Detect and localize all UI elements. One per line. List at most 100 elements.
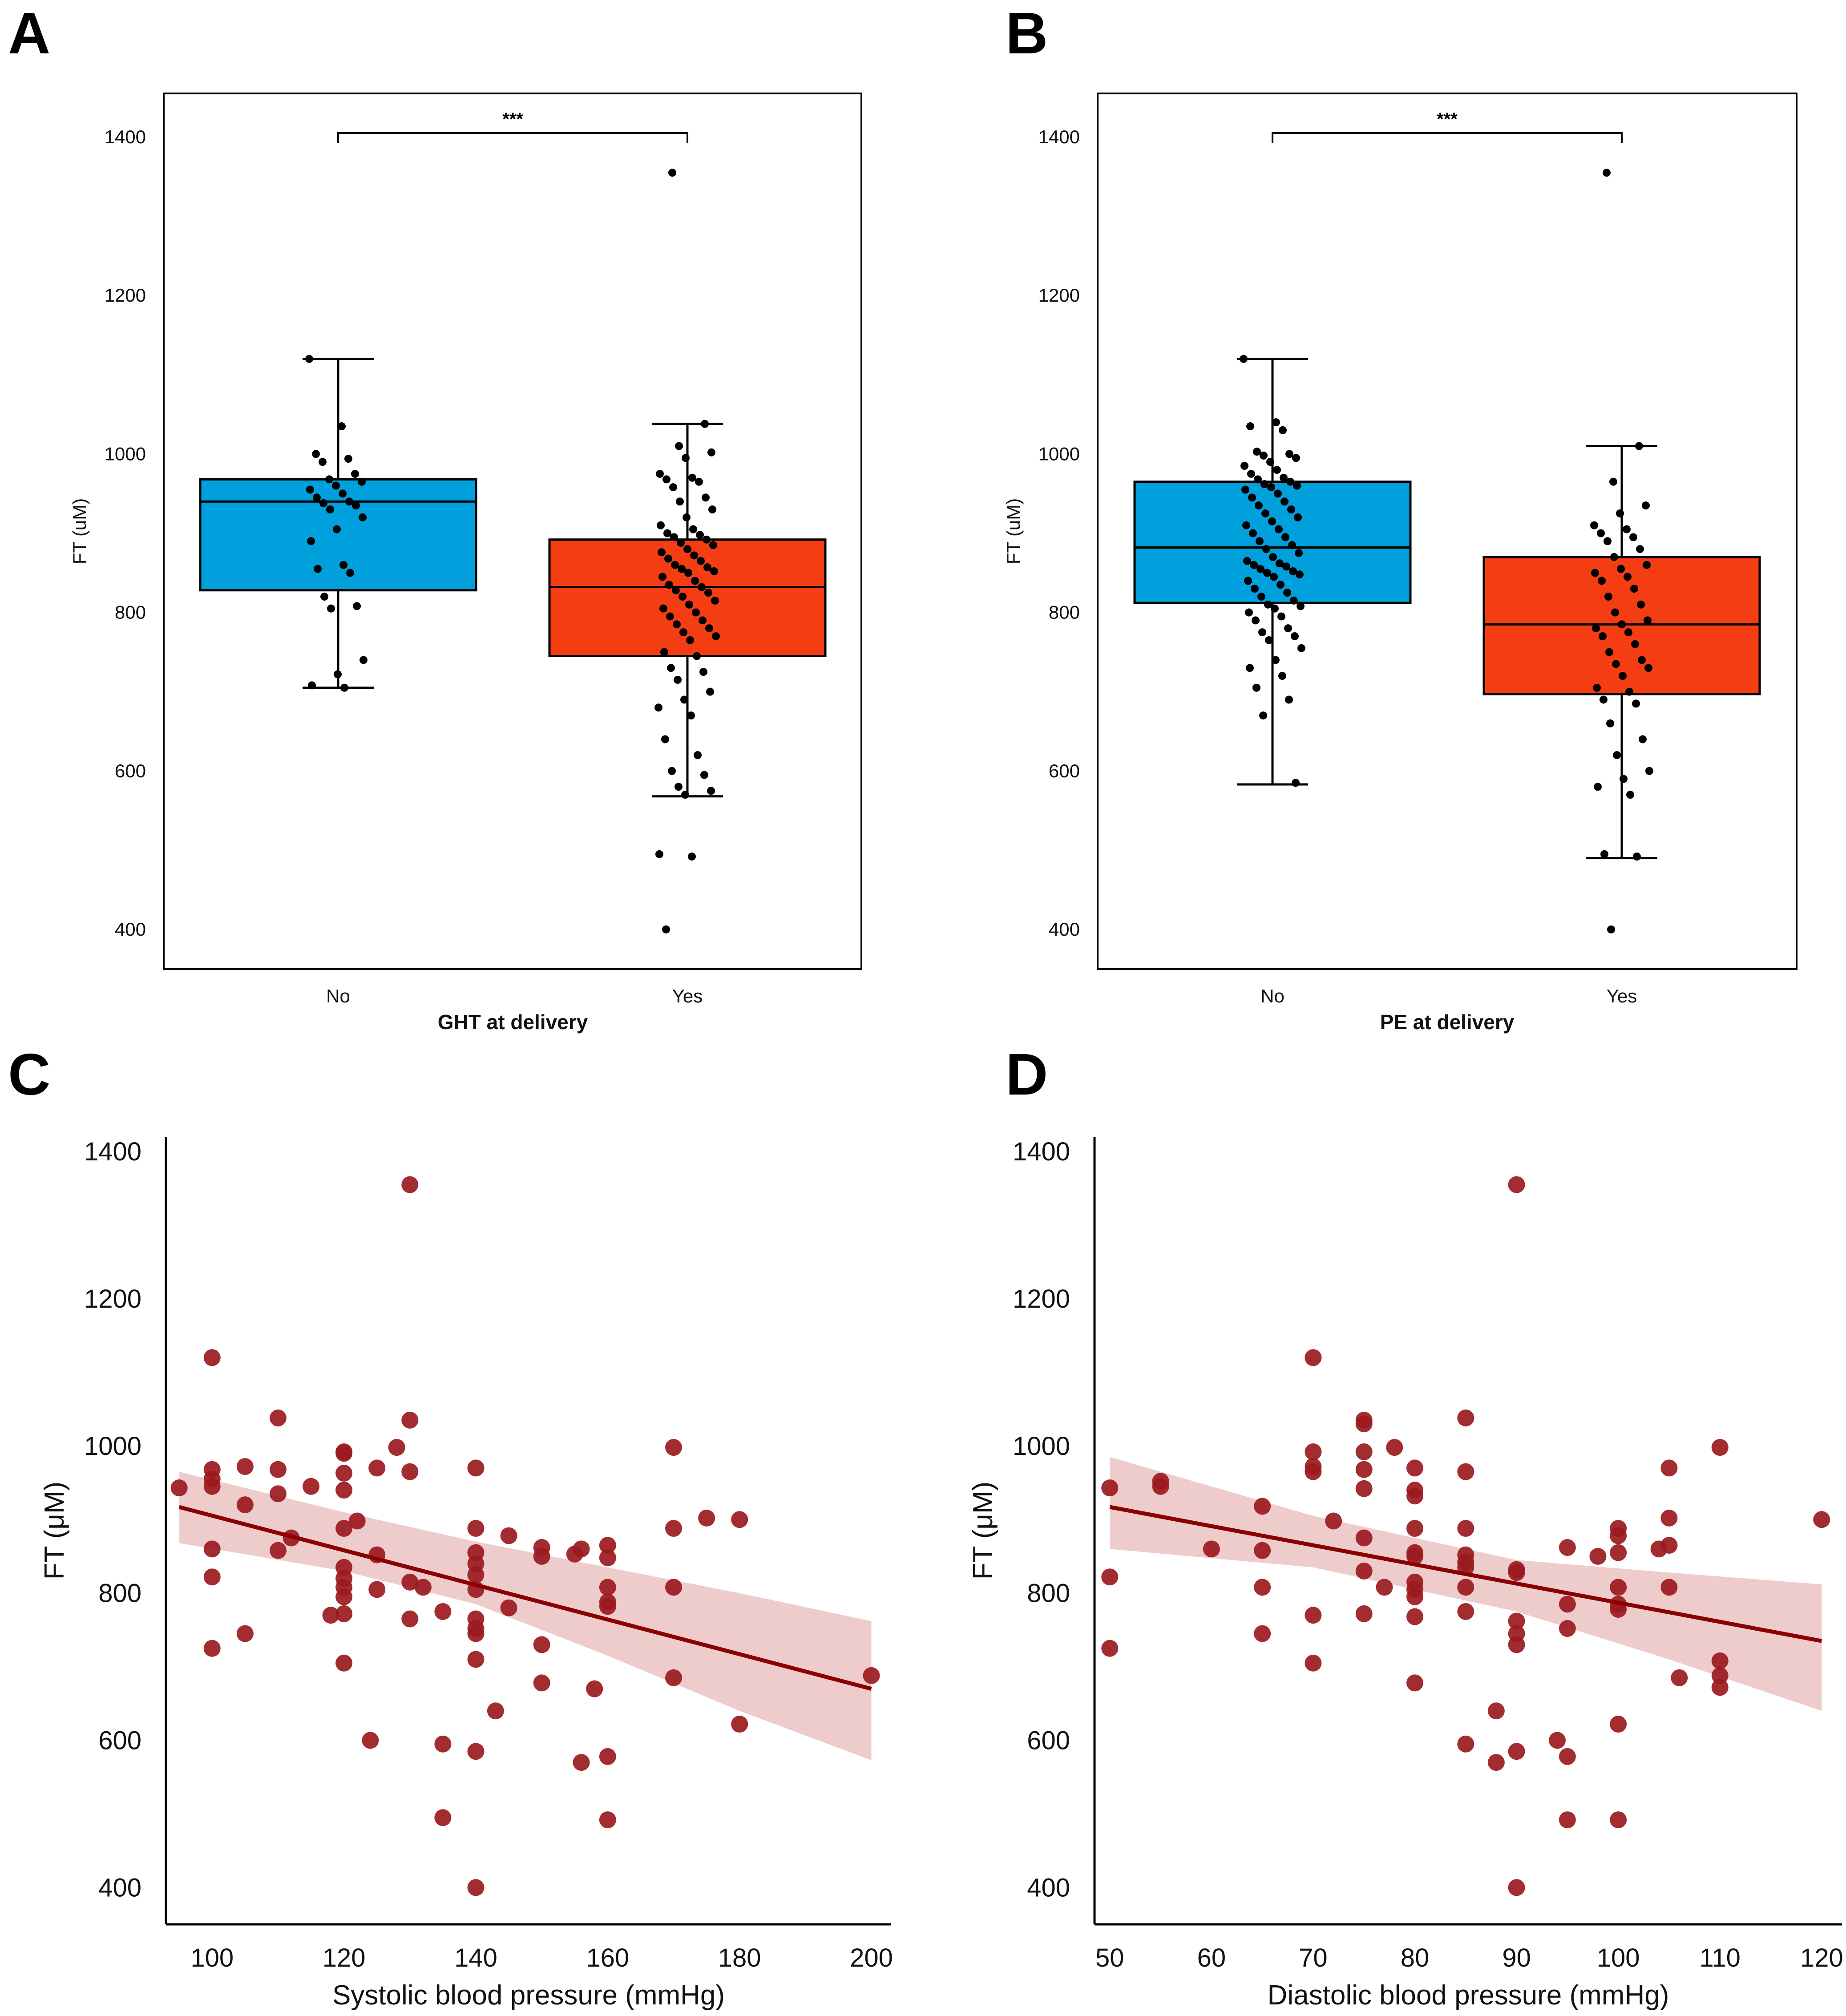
data-point: [1406, 1608, 1423, 1625]
data-point: [1263, 569, 1271, 577]
data-point: [672, 586, 680, 594]
data-point: [702, 493, 710, 502]
data-point: [700, 771, 708, 779]
data-point: [1633, 852, 1641, 861]
y-tick-label: 1200: [84, 1285, 141, 1313]
data-point: [671, 561, 679, 569]
data-point: [698, 1509, 715, 1527]
data-point: [704, 589, 712, 597]
significance-bracket: [337, 132, 688, 143]
data-point: [1260, 480, 1268, 489]
data-point: [703, 563, 711, 572]
data-point: [669, 483, 677, 492]
data-point: [712, 632, 720, 640]
data-point: [401, 1610, 419, 1628]
x-tick-label: 180: [718, 1943, 761, 1972]
data-point: [1270, 573, 1278, 581]
data-point: [1597, 529, 1605, 537]
data-point: [1355, 1461, 1373, 1478]
data-point: [338, 422, 346, 431]
data-point: [1457, 1735, 1474, 1753]
y-tick-label: 1400: [84, 1137, 141, 1166]
x-axis-label-d: Diastolic blood pressure (mmHg): [1268, 1980, 1669, 2011]
data-point: [1660, 1459, 1678, 1477]
data-point: [335, 1654, 353, 1672]
data-point: [1296, 570, 1304, 579]
data-point: [1280, 473, 1288, 482]
data-point: [701, 420, 709, 428]
data-point: [662, 475, 671, 484]
x-tick-label: 50: [1095, 1943, 1124, 1972]
data-point: [1660, 1579, 1678, 1596]
data-point: [332, 481, 340, 490]
data-point: [1241, 485, 1249, 494]
data-point: [1297, 644, 1305, 652]
data-point: [1559, 1811, 1576, 1829]
data-point: [692, 608, 700, 617]
data-point: [1244, 577, 1252, 585]
data-point: [665, 1669, 682, 1686]
data-point: [1240, 462, 1248, 470]
data-point: [1605, 648, 1613, 656]
x-tick-label: 120: [1800, 1943, 1843, 1972]
data-point: [1260, 451, 1268, 460]
data-point: [694, 751, 702, 760]
data-point: [1246, 664, 1254, 672]
data-point: [368, 1581, 386, 1598]
y-tick-label: 1400: [1013, 1137, 1070, 1166]
data-point: [467, 1651, 485, 1668]
data-point: [1593, 683, 1601, 692]
data-point: [1644, 664, 1652, 672]
x-tick-label: 120: [323, 1943, 366, 1972]
x-tick-label: 100: [1597, 1943, 1640, 1972]
y-axis-label-a: FT (uM): [69, 498, 90, 565]
data-point: [698, 583, 706, 591]
significance-label-b: ***: [1437, 109, 1458, 129]
y-tick-label: 1000: [1038, 443, 1080, 464]
data-point: [533, 1674, 550, 1692]
y-tick-label: 1200: [1038, 285, 1080, 306]
data-point: [269, 1409, 287, 1426]
data-point: [1252, 616, 1260, 625]
data-point: [170, 1479, 188, 1497]
data-point: [1255, 501, 1263, 510]
data-point: [1617, 565, 1625, 573]
data-point: [1594, 783, 1602, 791]
data-point: [1631, 640, 1639, 648]
data-point: [1457, 1579, 1474, 1596]
data-point: [1355, 1480, 1373, 1497]
data-point: [1295, 549, 1303, 557]
y-tick-label: 1000: [1013, 1432, 1070, 1461]
data-point: [690, 551, 698, 560]
data-point: [1355, 1529, 1373, 1547]
data-point: [1262, 545, 1270, 553]
data-point: [1711, 1679, 1729, 1696]
data-point: [467, 1879, 485, 1896]
data-point: [203, 1478, 221, 1495]
data-point: [500, 1599, 517, 1616]
data-point: [691, 577, 699, 585]
data-point: [695, 477, 703, 486]
data-point: [1269, 553, 1277, 561]
box-no: [199, 478, 477, 592]
confidence-band: [179, 1471, 872, 1761]
boxplot-pe: 400 600 800 1000 1200 1400: [1038, 93, 1798, 970]
data-point: [312, 450, 320, 458]
data-point: [599, 1598, 616, 1615]
data-point: [335, 1482, 353, 1499]
data-point: [1267, 483, 1275, 492]
data-point: [668, 767, 676, 775]
data-point: [663, 529, 671, 537]
y-axis-label-d: FT (μM): [968, 1482, 998, 1580]
data-point: [352, 501, 360, 510]
data-point: [1259, 711, 1267, 720]
plot-frame: [163, 93, 862, 970]
x-tick-label: 60: [1197, 1943, 1226, 1972]
data-point: [1245, 608, 1253, 617]
data-point: [203, 1540, 221, 1558]
data-point: [707, 787, 715, 795]
data-point: [599, 1748, 616, 1765]
data-point: [1598, 577, 1606, 585]
data-point: [1624, 573, 1632, 581]
data-point: [1249, 529, 1257, 537]
